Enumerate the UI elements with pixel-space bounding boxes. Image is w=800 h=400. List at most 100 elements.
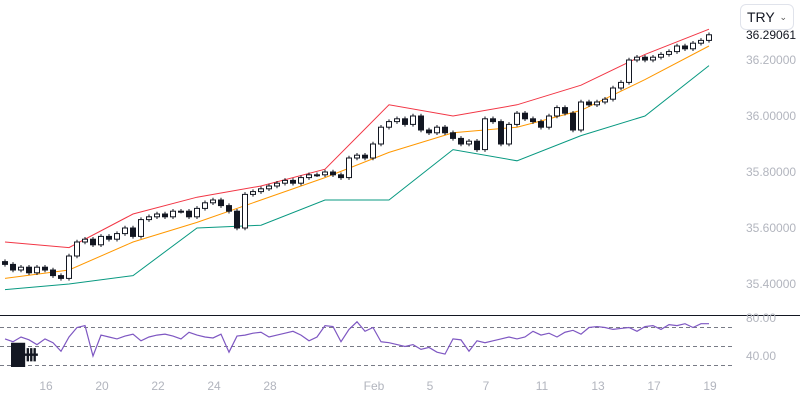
candle-body <box>138 219 144 237</box>
candle-body <box>210 199 216 204</box>
candle-body <box>98 235 104 246</box>
candle-body <box>610 87 616 100</box>
candle-body <box>234 210 240 229</box>
candle-body <box>690 42 696 50</box>
candle-body <box>346 157 352 179</box>
candle-body <box>434 126 440 134</box>
date-tick-label: 20 <box>95 379 109 393</box>
candle-body <box>386 121 392 128</box>
date-tick-label: 19 <box>703 379 717 393</box>
candle-body <box>114 233 120 240</box>
candle-body <box>506 123 512 145</box>
candle-body <box>626 59 632 83</box>
candle-body <box>586 101 592 106</box>
candle-body <box>410 115 416 125</box>
date-tick-label: 7 <box>483 379 490 393</box>
candle-body <box>34 266 40 274</box>
candle-body <box>426 129 432 134</box>
price-tick-label: 36.00000 <box>746 109 796 123</box>
candle-body <box>602 98 608 103</box>
candle-body <box>42 266 48 271</box>
candle-body <box>666 51 672 55</box>
candle-body <box>442 126 448 134</box>
candle-body <box>458 137 464 145</box>
candle-body <box>418 115 424 131</box>
price-tick-label: 35.40000 <box>746 277 796 291</box>
candle-body <box>298 177 304 184</box>
candle-body <box>570 112 576 131</box>
candle-body <box>698 39 704 44</box>
candle-body <box>682 45 688 50</box>
candle-body <box>274 182 280 187</box>
rsi-tick-label: 40.00 <box>746 349 776 363</box>
candle-body <box>530 118 536 123</box>
candle-body <box>2 261 8 265</box>
candle-body <box>10 263 16 271</box>
candle-body <box>314 174 320 177</box>
candle-body <box>650 56 656 61</box>
price-tick-label: 36.20000 <box>746 53 796 67</box>
candle-body <box>226 205 232 212</box>
candle-body <box>338 174 344 179</box>
candle-body <box>258 188 264 193</box>
bollinger-upper-line <box>4 28 710 249</box>
symbol-select[interactable]: TRY ⌄ <box>740 4 794 30</box>
current-price-label: 36.29061 <box>746 28 796 42</box>
date-tick-label: 16 <box>39 379 53 393</box>
candle-body <box>18 266 24 271</box>
rsi-tick-label: 80.00 <box>746 311 776 325</box>
date-tick-label: 28 <box>263 379 277 393</box>
tradingview-logo: █ ⧻ <box>11 344 40 366</box>
candle-body <box>250 191 256 195</box>
chevron-down-icon: ⌄ <box>779 11 787 22</box>
candle-body <box>154 213 160 218</box>
candle-body <box>282 179 288 184</box>
candle-body <box>562 107 568 114</box>
candle-body <box>618 81 624 89</box>
candle-body <box>66 255 72 279</box>
candle-body <box>146 216 152 221</box>
candle-body <box>674 45 680 53</box>
candle-body <box>106 235 112 240</box>
date-tick-label: 24 <box>207 379 221 393</box>
candle-body <box>706 34 712 41</box>
bollinger-lower-line <box>4 65 710 291</box>
candle-body <box>402 118 408 125</box>
candle-body <box>58 275 64 279</box>
candle-body <box>394 118 400 123</box>
candle-body <box>290 179 296 184</box>
candle-body <box>482 118 488 151</box>
bollinger-middle-line <box>4 45 710 279</box>
date-tick-label: Feb <box>364 379 385 393</box>
candle-body <box>170 210 176 218</box>
candle-body <box>162 213 168 218</box>
candle-body <box>658 53 664 58</box>
candle-body <box>490 118 496 123</box>
date-tick-label: 11 <box>536 379 549 393</box>
candle-body <box>514 112 520 125</box>
candle-body <box>242 193 248 229</box>
candle-body <box>546 115 552 128</box>
candle-body <box>466 140 472 145</box>
candle-body <box>322 171 328 176</box>
date-tick-label: 22 <box>151 379 165 393</box>
price-tick-label: 35.80000 <box>746 165 796 179</box>
candle-body <box>538 121 544 128</box>
candle-body <box>26 266 32 274</box>
candle-body <box>554 107 560 117</box>
candle-body <box>50 269 56 277</box>
candle-body <box>266 185 272 190</box>
symbol-value: TRY <box>747 9 775 25</box>
candle-body <box>474 140 480 151</box>
candle-body <box>90 238 96 246</box>
date-tick-label: 17 <box>647 379 661 393</box>
candle-body <box>522 112 528 120</box>
candle-body <box>578 101 584 131</box>
candle-body <box>186 210 192 218</box>
candle-body <box>306 174 312 179</box>
candle-body <box>354 154 360 159</box>
candle-body <box>594 101 600 106</box>
candle-body <box>130 227 136 237</box>
candle-body <box>634 56 640 61</box>
